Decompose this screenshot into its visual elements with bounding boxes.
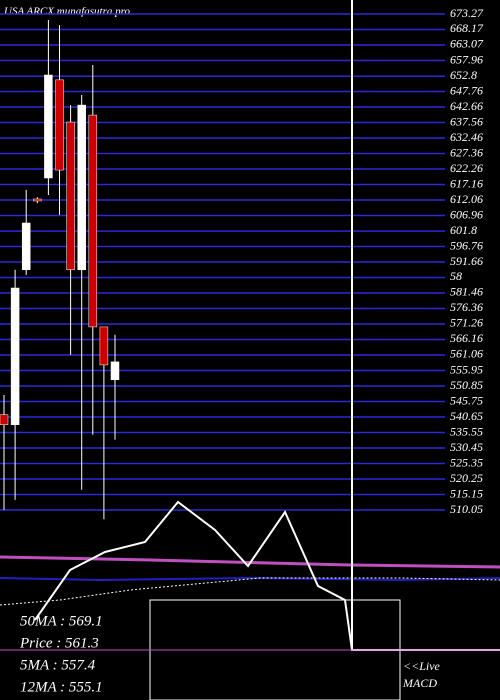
- ma-line: [0, 576, 500, 582]
- y-tick-label: 561.06: [450, 347, 483, 361]
- candle-body: [66, 121, 75, 271]
- y-tick-label: 663.07: [450, 37, 484, 51]
- y-tick-label: 550.85: [450, 378, 483, 392]
- candle-body: [77, 104, 86, 271]
- candle-body: [33, 198, 42, 202]
- y-tick-label: 535.55: [450, 424, 483, 438]
- y-tick-label: 657.96: [450, 52, 483, 66]
- candle-body: [88, 114, 98, 328]
- y-tick-label: 652.8: [450, 68, 477, 82]
- y-tick-label: 58: [450, 269, 462, 283]
- y-tick-label: 591.66: [450, 254, 483, 268]
- y-tick-label: 555.95: [450, 362, 483, 376]
- y-tick-label: 673.27: [450, 6, 484, 20]
- candle-body: [0, 414, 9, 426]
- y-tick-label: 632.46: [450, 130, 483, 144]
- candle-body: [44, 74, 53, 179]
- macd-label: <<Live: [403, 659, 441, 673]
- y-tick-label: 622.26: [450, 161, 483, 175]
- y-tick-label: 566.16: [450, 331, 483, 345]
- y-tick-label: 596.76: [450, 238, 483, 252]
- y-tick-label: 515.15: [450, 486, 483, 500]
- y-tick-label: 642.66: [450, 99, 483, 113]
- macd-line: [34, 500, 500, 651]
- indicator: 50MA : 569.1: [20, 613, 103, 629]
- y-tick-label: 540.65: [450, 409, 483, 423]
- y-tick-label: 581.46: [450, 285, 483, 299]
- y-tick-label: 510.05: [450, 502, 483, 516]
- candle-body: [99, 326, 109, 366]
- indicator: 12MA : 555.1: [20, 679, 103, 695]
- y-tick-label: 617.16: [450, 176, 483, 190]
- y-tick-label: 668.17: [450, 21, 484, 35]
- candle-body: [55, 79, 64, 171]
- y-tick-label: 545.75: [450, 393, 483, 407]
- candle-body: [10, 287, 20, 426]
- y-tick-label: 576.36: [450, 300, 483, 314]
- macd-label: MACD: [402, 676, 437, 690]
- y-tick-label: 520.25: [450, 471, 483, 485]
- signal-line: [0, 577, 500, 606]
- indicator: Price : 561.3: [19, 635, 99, 651]
- y-tick-label: 571.26: [450, 316, 483, 330]
- indicator: 5MA : 557.4: [20, 657, 96, 673]
- chart-title: USA ARCX munafasutra.pro: [4, 6, 131, 18]
- y-tick-label: 601.8: [450, 223, 477, 237]
- y-tick-label: 606.96: [450, 207, 483, 221]
- y-tick-label: 637.56: [450, 114, 483, 128]
- candle-body: [110, 361, 120, 381]
- y-tick-label: 525.35: [450, 455, 483, 469]
- candle-body: [21, 222, 31, 271]
- y-tick-label: 530.45: [450, 440, 483, 454]
- y-tick-label: 647.76: [450, 83, 483, 97]
- y-tick-label: 627.36: [450, 145, 483, 159]
- y-tick-label: 612.06: [450, 192, 483, 206]
